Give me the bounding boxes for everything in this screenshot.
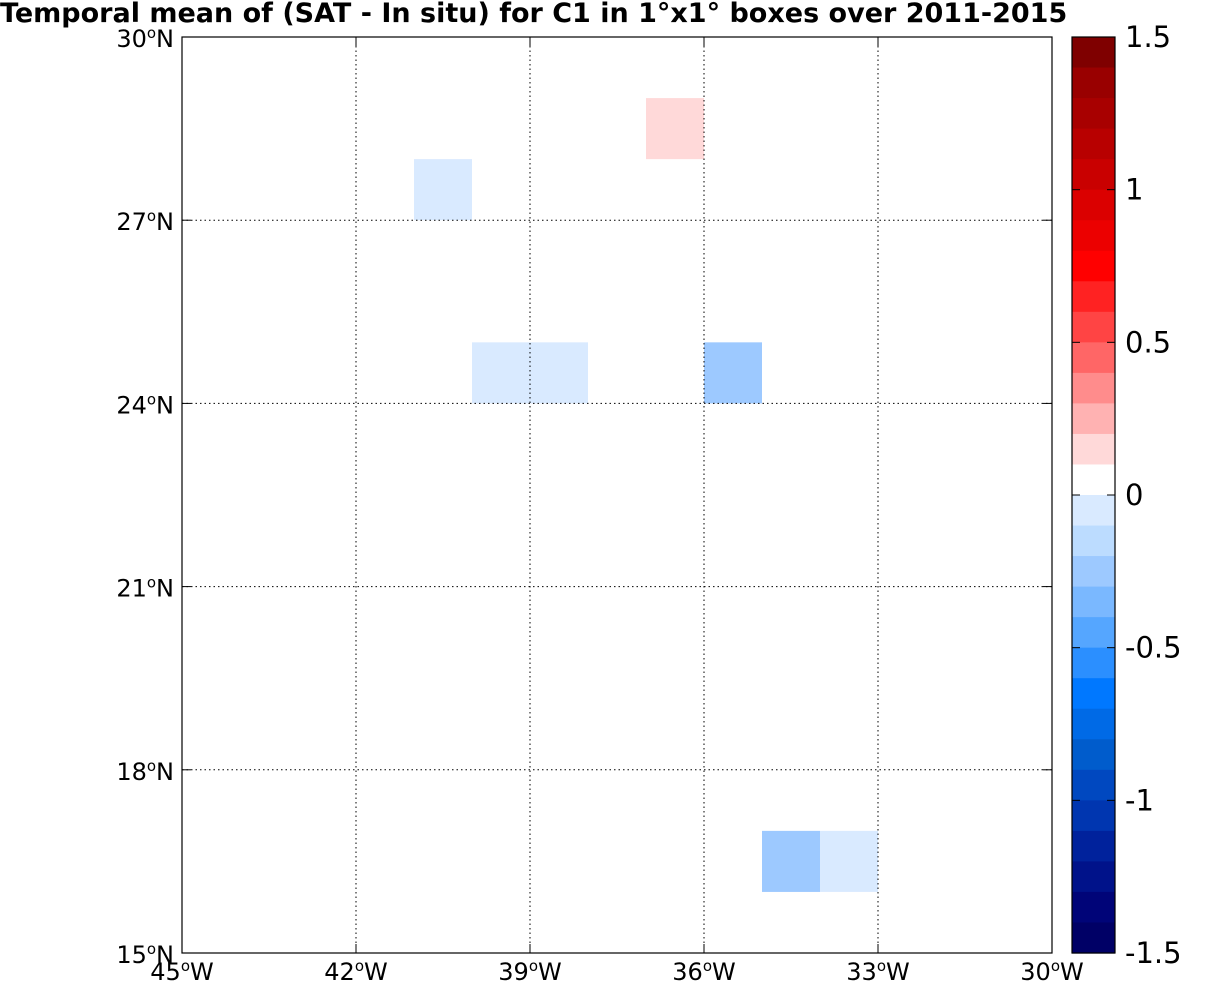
data-cell <box>762 830 820 892</box>
colorbar-segment <box>1072 739 1115 771</box>
colorbar-segment <box>1072 830 1115 862</box>
x-tick-label: 45oW <box>150 957 213 984</box>
colorbar-segment <box>1072 37 1115 69</box>
grid-lines <box>182 37 1052 953</box>
y-tick-label: 15oN <box>116 940 174 969</box>
colorbar-tick-label: -1.5 <box>1125 936 1182 970</box>
data-cell <box>820 830 878 892</box>
colorbar-segment <box>1072 189 1115 221</box>
x-tick-label: 39oW <box>498 957 561 984</box>
colorbar-segment <box>1072 556 1115 588</box>
y-tick-label: 24oN <box>116 390 174 419</box>
colorbar-segment <box>1072 433 1115 466</box>
colorbar-segment <box>1072 769 1115 801</box>
y-tick-label: 18oN <box>116 757 174 786</box>
x-tick-label: 36oW <box>672 957 735 984</box>
data-cell <box>530 342 588 404</box>
colorbar-segment <box>1072 403 1115 435</box>
x-tick-label: 42oW <box>324 957 387 984</box>
colorbar-segment <box>1072 708 1115 740</box>
colorbar-tick-label: -1 <box>1125 783 1154 817</box>
colorbar-segment <box>1072 922 1115 954</box>
data-cells <box>414 98 878 892</box>
colorbar-segment <box>1072 98 1115 130</box>
x-tick-label: 30oW <box>1020 957 1083 984</box>
colorbar-segment <box>1072 281 1115 313</box>
colorbar-tick-label: 1 <box>1125 173 1143 207</box>
colorbar-segment <box>1072 617 1115 649</box>
colorbar-segment <box>1072 891 1115 924</box>
data-cell <box>646 98 704 160</box>
colorbar-segment <box>1072 372 1115 404</box>
colorbar-tick-label: 1.5 <box>1125 20 1171 54</box>
colorbar-tick-label: -0.5 <box>1125 631 1182 665</box>
colorbar-segment <box>1072 342 1115 374</box>
data-cell <box>472 342 530 404</box>
colorbar-segment <box>1072 678 1115 710</box>
plot-border <box>181 36 1053 954</box>
colorbar-segment <box>1072 311 1115 343</box>
colorbar: 1.5 1 0.5 0 -0.5 -1 -1.5 <box>1071 20 1182 970</box>
colorbar-tick-label: 0.5 <box>1125 325 1171 359</box>
colorbar-segment <box>1072 67 1115 99</box>
colorbar-segment <box>1072 525 1115 557</box>
colorbar-segment <box>1072 861 1115 893</box>
colorbar-segment <box>1072 464 1115 496</box>
colorbar-segment <box>1072 128 1115 160</box>
colorbar-segment <box>1072 586 1115 618</box>
y-tick-label: 30oN <box>116 24 174 53</box>
axis-labels: 45oW 42oW 39oW 36oW 33oW 30oW 15oN 18oN 21oN 24oN… <box>116 24 1083 984</box>
colorbar-tick-label: 0 <box>1125 478 1143 512</box>
colorbar-segment <box>1072 220 1115 252</box>
chart-title: Temporal mean of (SAT - In situ) for C1 … <box>0 0 1068 29</box>
data-cell <box>704 342 762 404</box>
colorbar-segment <box>1072 159 1115 191</box>
colorbar-segment <box>1072 647 1115 679</box>
y-tick-label: 21oN <box>116 574 174 603</box>
data-cell <box>414 159 472 221</box>
colorbar-segment <box>1072 495 1115 527</box>
y-tick-label: 27oN <box>116 207 174 236</box>
plot-frame <box>181 36 1053 954</box>
colorbar-segment <box>1072 250 1115 282</box>
colorbar-segment <box>1072 800 1115 832</box>
x-tick-label: 33oW <box>846 957 909 984</box>
axis-ticks <box>181 36 1053 954</box>
